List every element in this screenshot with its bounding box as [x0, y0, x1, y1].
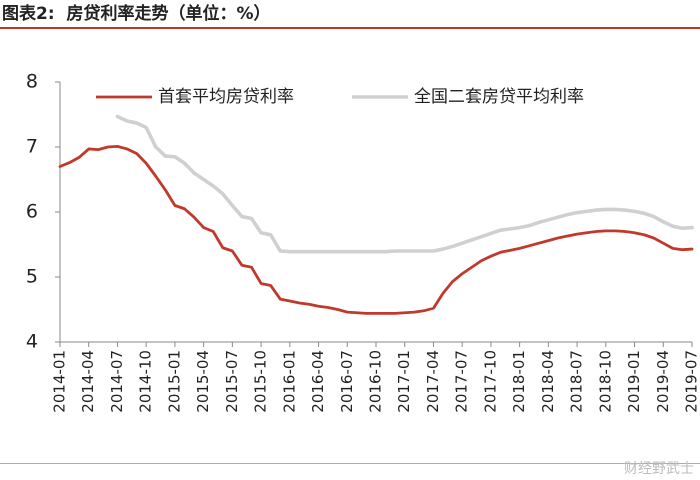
x-tick-label: 2017-01: [395, 350, 413, 413]
x-tick-label: 2016-10: [367, 350, 385, 413]
series-line-first-home: [58, 144, 694, 315]
y-tick-label: 6: [26, 201, 38, 223]
chart-legend: 首套平均房贷利率 全国二套房贷平均利率: [96, 87, 584, 107]
x-tick-label: 2018-04: [539, 350, 557, 413]
x-tick-label: 2017-04: [424, 350, 442, 413]
watermark: 财经野武士: [624, 461, 694, 477]
x-tick-label: 2014-01: [51, 350, 69, 413]
legend-label: 全国二套房贷平均利率: [414, 87, 584, 107]
bottom-rule: [0, 463, 700, 464]
x-tick-label: 2018-10: [596, 350, 614, 413]
x-tick-label: 2019-07: [683, 350, 700, 413]
x-tick-label: 2014-07: [108, 350, 126, 413]
y-tick-label: 4: [26, 331, 38, 353]
x-tick-label: 2014-10: [137, 350, 155, 413]
series-line-second-home: [115, 114, 694, 254]
x-tick-label: 2014-04: [79, 350, 97, 413]
x-tick-label: 2016-07: [338, 350, 356, 413]
x-tick-label: 2017-07: [453, 350, 471, 413]
title-rule: [0, 27, 700, 29]
x-tick-label: 2015-10: [252, 350, 270, 413]
x-tick-label: 2015-01: [165, 350, 183, 413]
x-tick-label: 2018-07: [568, 350, 586, 413]
figure-title: 图表2: 房贷利率走势（单位：%）: [2, 4, 271, 24]
x-tick-label: 2015-07: [223, 350, 241, 413]
x-tick-label: 2015-04: [194, 350, 212, 413]
x-tick-label: 2019-01: [625, 350, 643, 413]
y-tick-label: 5: [26, 266, 38, 288]
y-tick-label: 8: [26, 71, 38, 93]
x-tick-label: 2019-04: [654, 350, 672, 413]
x-tick-label: 2016-01: [280, 350, 298, 413]
x-tick-label: 2016-04: [309, 350, 327, 413]
x-tick-label: 2018-01: [510, 350, 528, 413]
chart-axes: 4 5 6 7 8 2014-01 2014-04 2014-07 2014-10 2015-01…: [26, 71, 700, 413]
legend-label: 首套平均房贷利率: [158, 87, 294, 107]
x-tick-label: 2017-10: [481, 350, 499, 413]
y-tick-label: 7: [26, 136, 38, 158]
chart-series: [58, 114, 694, 315]
